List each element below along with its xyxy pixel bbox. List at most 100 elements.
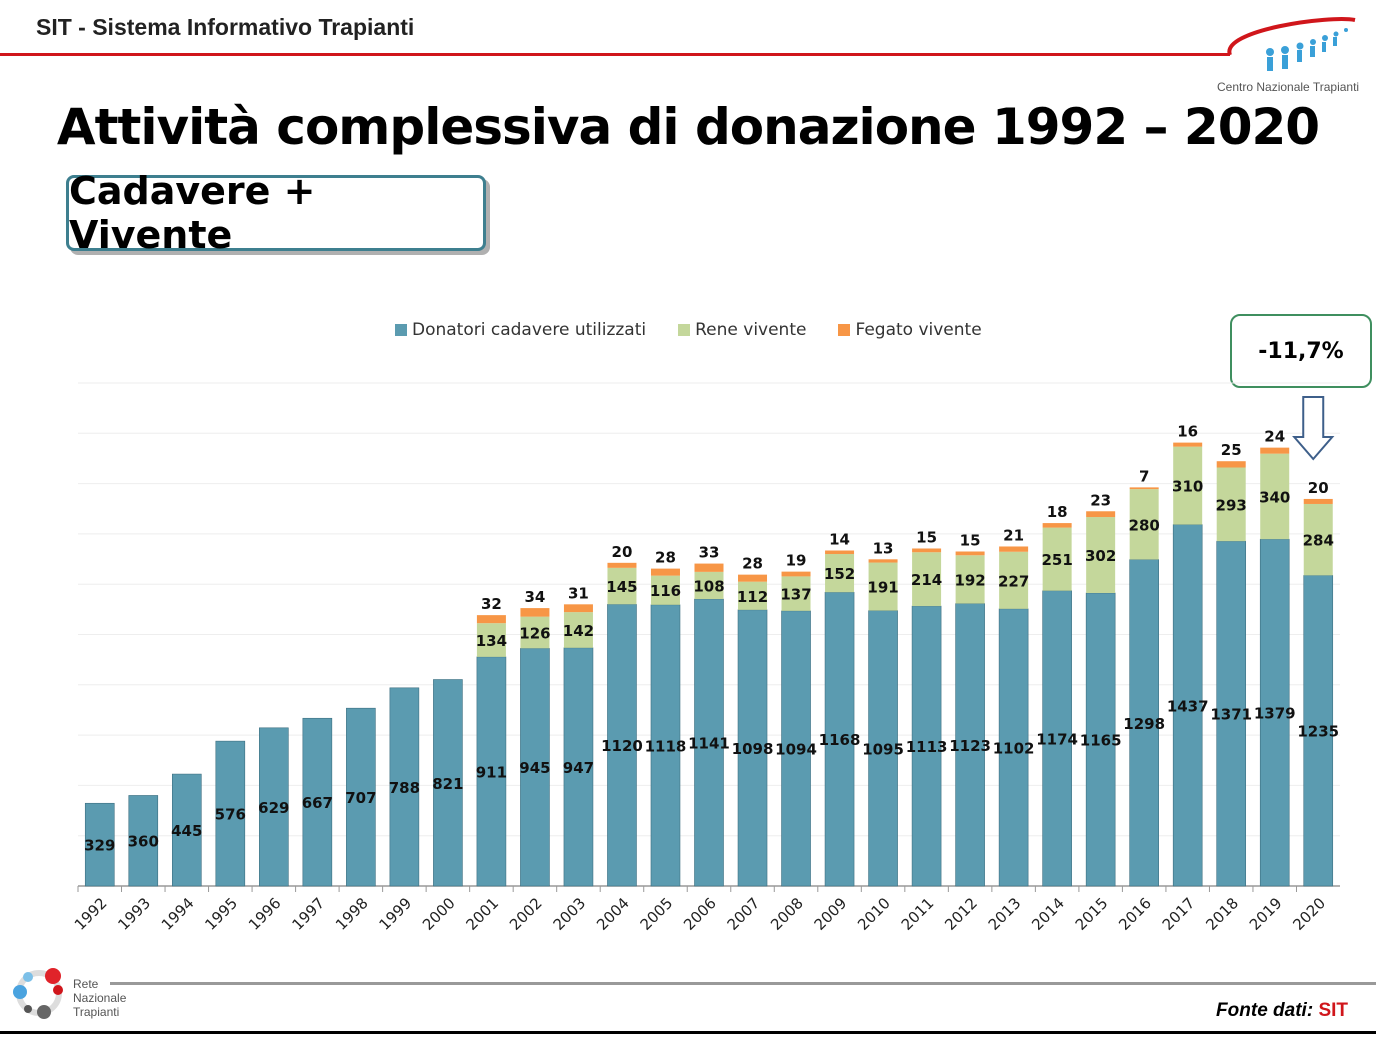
source-note: Fonte dati: SIT [1216,1000,1348,1022]
data-label: 33 [699,544,720,562]
bar-fegato [520,608,550,617]
data-label: 1165 [1080,732,1122,750]
bar-rene [1173,446,1203,525]
bar-cadavere [128,795,159,887]
data-label: 707 [345,789,376,807]
bar-rene [1086,517,1116,594]
bar-rene [868,562,898,611]
data-label: 1379 [1254,705,1296,723]
down-arrow-icon [1292,396,1335,461]
bar-fegato [825,550,855,555]
bar-cadavere [563,647,594,887]
x-tick-label: 2001 [463,894,503,934]
x-tick-label: 2017 [1159,894,1199,934]
data-label: 13 [873,539,894,557]
x-tick-label: 1996 [245,894,285,934]
data-label: 629 [258,799,289,817]
cnt-logo-text: Centro Nazionale Trapianti [1217,80,1360,94]
data-label: 1098 [732,740,774,758]
data-label: 20 [1308,479,1329,497]
bar-fegato [476,615,506,624]
x-tick-label: 2006 [680,894,720,934]
data-label: 116 [650,582,681,600]
x-tick-label: 2020 [1289,894,1329,934]
rnt-logo-text: Rete Nazionale Trapianti [73,977,126,1019]
bar-rene [1303,503,1333,576]
data-label: 191 [867,579,898,597]
bar-cadavere [346,707,376,887]
x-tick-label: 2005 [637,894,677,934]
x-tick-label: 2019 [1246,894,1286,934]
data-label: 25 [1221,441,1242,459]
legend-swatch [395,324,407,336]
x-tick-label: 1997 [288,894,328,934]
bar-cadavere [650,604,681,887]
data-label: 1120 [601,737,643,755]
x-tick-label: 2000 [419,894,459,934]
x-tick-label: 2007 [724,894,764,934]
data-label: 340 [1259,488,1290,506]
bar-fegato [955,551,985,556]
bar-rene [1042,527,1072,591]
header-divider [0,53,1230,56]
data-label: 227 [998,572,1029,590]
data-label: 1123 [949,737,991,755]
data-label: 134 [476,632,507,650]
bar-fegato [1086,511,1116,518]
bar-cadavere [1129,559,1159,887]
data-label: 280 [1129,516,1160,534]
bar-rene [476,623,506,657]
data-label: 214 [911,571,942,589]
data-label: 302 [1085,547,1116,565]
data-label: 1113 [906,738,948,756]
data-label: 1371 [1210,706,1252,724]
data-label: 1437 [1167,697,1209,715]
data-label: 310 [1172,478,1203,496]
rnt-line: Nazionale [73,991,127,1005]
x-tick-label: 2004 [593,894,633,934]
data-label: 576 [215,806,246,824]
data-label: 7 [1139,467,1149,485]
data-label: 1168 [819,731,861,749]
bar-cadavere [1259,538,1290,887]
bar-rene [999,551,1029,609]
bar-cadavere [259,727,289,887]
legend-label: Fegato vivente [855,320,982,340]
subtitle-box: Cadavere + Vivente [66,169,486,257]
bar-rene [781,576,811,611]
x-tick-label: 2013 [985,894,1025,934]
data-label: 21 [1003,526,1024,544]
bar-fegato [738,574,768,582]
chart-legend: Donatori cadavere utilizzati Rene vivent… [395,320,982,340]
data-label: 19 [786,552,807,570]
cnt-logo-icon [1227,17,1356,71]
data-label: 24 [1264,428,1285,446]
rnt-line: Trapianti [73,1005,120,1019]
bar-fegato [999,546,1029,552]
x-tick-label: 2011 [898,894,938,934]
data-label: 284 [1303,532,1334,550]
legend-swatch [678,324,691,336]
x-tick-label: 2018 [1202,894,1242,934]
bar-fegato [781,571,811,577]
bar-rene [912,552,942,607]
x-tick-label: 1998 [332,894,372,934]
bar-fegato [607,562,637,568]
data-label: 192 [954,571,985,589]
x-tick-label: 2015 [1072,894,1112,934]
bar-cadavere [1085,592,1116,887]
bar-rene [520,616,550,649]
bar-rene [607,567,637,605]
bar-rene [694,571,724,600]
legend-label: Rene vivente [695,320,807,340]
data-label: 23 [1090,491,1111,509]
bar-cadavere [171,773,202,887]
bar-cadavere [1172,524,1203,887]
data-label: 1174 [1036,730,1078,748]
data-label: 911 [476,763,507,781]
x-tick-label: 2002 [506,894,546,934]
bar-cadavere [955,603,985,887]
bar-cadavere [607,604,637,887]
data-label: 142 [563,622,594,640]
